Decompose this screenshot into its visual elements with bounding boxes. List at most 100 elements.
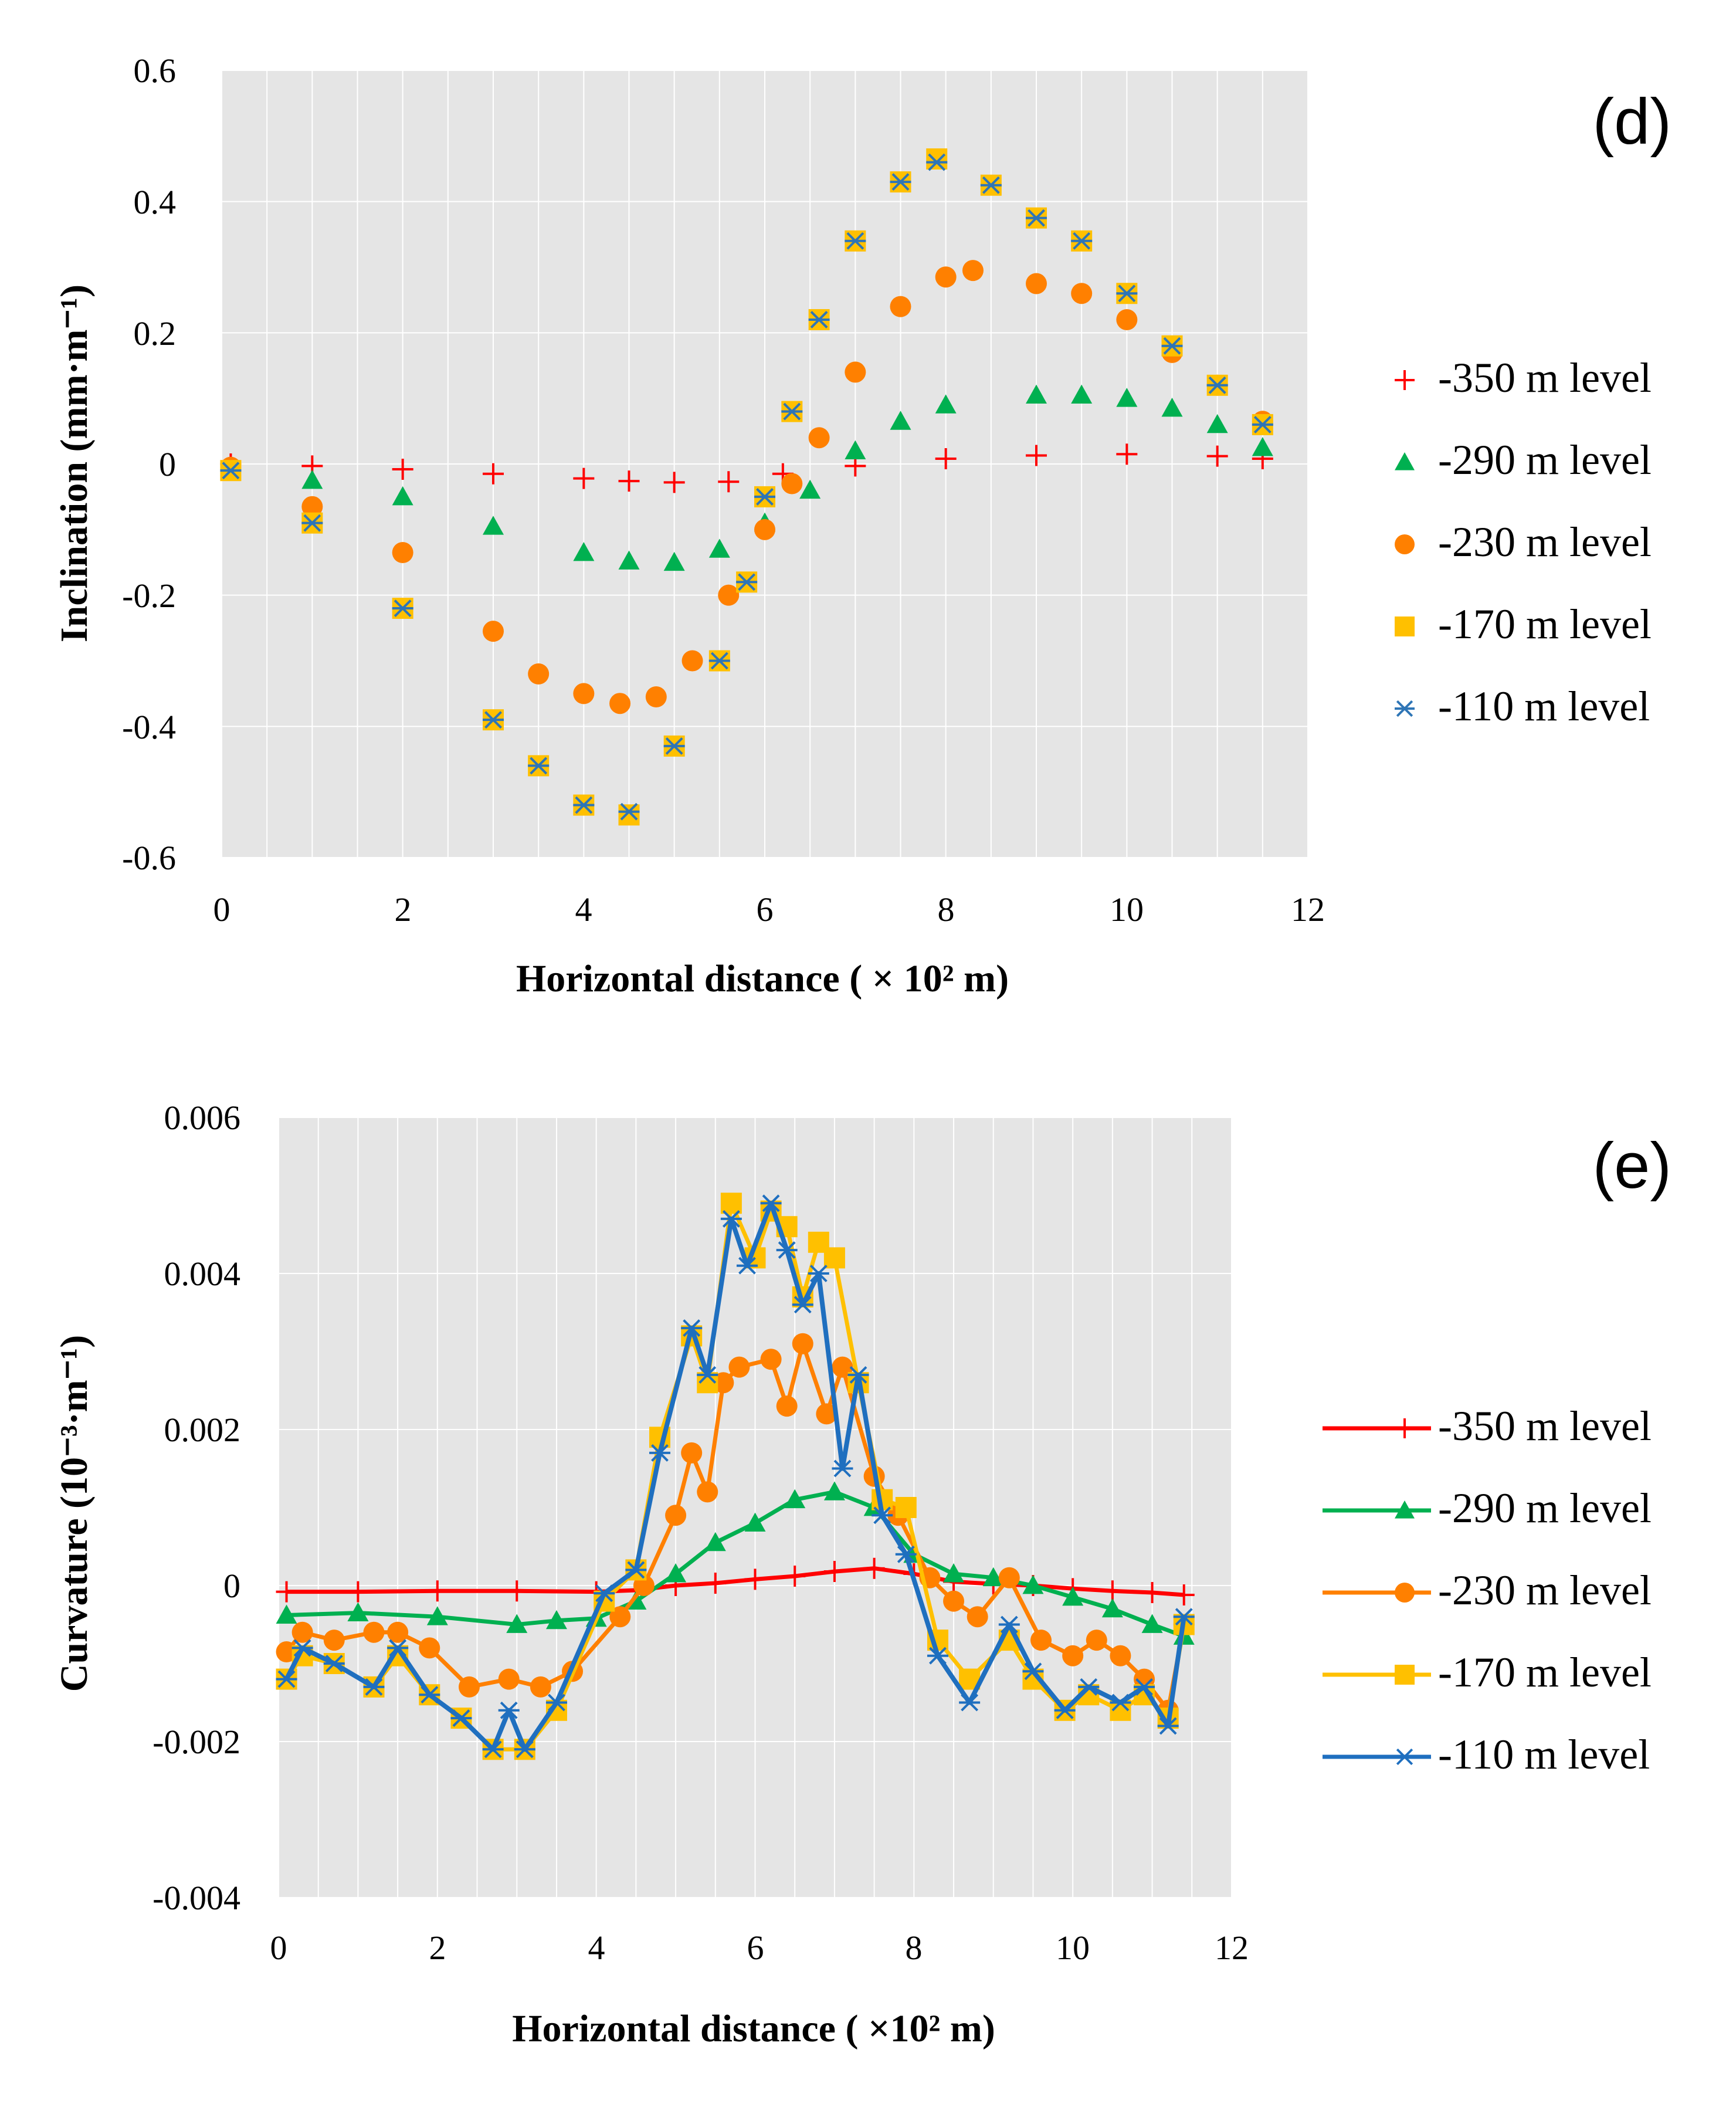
data-point — [784, 1566, 806, 1587]
legend-item: -350 m level — [1395, 354, 1652, 401]
data-point — [347, 1602, 369, 1621]
y-tick-label: 0.006 — [164, 1099, 241, 1137]
data-point — [744, 1512, 766, 1532]
y-axis-title: Inclination (mm·m⁻¹) — [53, 284, 96, 642]
x-tick-label: 12 — [1291, 890, 1325, 929]
data-point — [618, 802, 640, 821]
series-110-m-level — [220, 153, 1273, 821]
data-point — [823, 1481, 845, 1500]
data-point — [1161, 337, 1183, 355]
y-tick-label: 0 — [223, 1567, 240, 1605]
data-point — [1206, 376, 1228, 394]
x-tick-labels: 0 2 4 6 8 10 12 — [270, 1929, 1249, 1967]
legend-symbol — [1395, 700, 1415, 717]
data-point — [220, 462, 242, 480]
data-point — [713, 1372, 734, 1394]
legend-marker — [1323, 1583, 1431, 1603]
data-point — [718, 471, 740, 493]
legend-label: -350 m level — [1438, 354, 1652, 401]
data-point — [483, 463, 504, 485]
data-point — [845, 361, 866, 383]
legend-label: -290 m level — [1438, 1485, 1652, 1532]
y-tick-label: -0.002 — [152, 1723, 240, 1761]
data-point — [426, 1606, 448, 1625]
data-point — [1116, 443, 1138, 465]
data-point — [1173, 1584, 1195, 1605]
data-point — [781, 402, 803, 421]
inclination-chart: 0.6 0.4 0.2 0 -0.2 -0.4 -0.6 0 2 4 6 8 1… — [53, 52, 1671, 1000]
data-point — [808, 427, 830, 449]
legend-symbol — [1395, 452, 1415, 470]
data-point — [959, 1693, 981, 1712]
legend-label: -110 m level — [1438, 683, 1650, 730]
data-point — [1116, 284, 1138, 303]
data-point — [792, 1333, 813, 1354]
data-point — [681, 1319, 703, 1337]
data-point — [1026, 209, 1047, 227]
data-point — [498, 1668, 520, 1690]
data-point — [832, 1459, 853, 1478]
data-point — [895, 1497, 917, 1518]
data-point — [1252, 437, 1273, 456]
legend-marker — [1323, 1748, 1431, 1766]
data-series-group — [276, 1193, 1195, 1760]
legend-item: -230 m level — [1395, 519, 1652, 565]
data-point — [506, 1580, 528, 1602]
y-tick-label: 0.4 — [134, 183, 177, 221]
legend-label: -170 m level — [1438, 601, 1652, 648]
data-point — [799, 479, 821, 499]
y-tick-label: 0.6 — [134, 52, 177, 90]
legend-item: -170 m level — [1323, 1649, 1652, 1696]
data-point — [962, 260, 984, 282]
y-tick-labels: 0.6 0.4 0.2 0 -0.2 -0.4 -0.6 — [122, 52, 176, 877]
data-point — [1086, 1630, 1107, 1651]
data-point — [736, 573, 758, 591]
data-point — [573, 683, 595, 704]
legend-marker — [1395, 370, 1415, 390]
data-point — [890, 173, 911, 191]
x-tick-labels: 0 2 4 6 8 10 12 — [213, 890, 1325, 929]
data-point — [618, 804, 640, 826]
data-point — [1062, 1586, 1084, 1606]
legend-symbol — [1395, 616, 1415, 636]
data-point — [760, 1349, 782, 1370]
data-point — [681, 1442, 703, 1464]
data-point — [1101, 1580, 1123, 1602]
data-point — [276, 1604, 297, 1624]
data-point — [1022, 1662, 1044, 1681]
legend-item: -290 m level — [1395, 436, 1652, 483]
data-point — [776, 1241, 798, 1259]
data-point — [1157, 1717, 1179, 1735]
x-tick-label: 10 — [1110, 890, 1144, 929]
data-point — [697, 1366, 718, 1384]
data-point — [392, 486, 413, 506]
data-point — [754, 488, 775, 506]
data-point — [1101, 1598, 1123, 1618]
data-point — [573, 796, 595, 814]
data-point — [697, 1481, 718, 1503]
data-point — [276, 1581, 297, 1603]
data-point — [1134, 1678, 1155, 1696]
data-point — [681, 650, 703, 672]
legend-marker — [1395, 700, 1415, 717]
data-point — [482, 1740, 504, 1759]
data-point — [1026, 384, 1047, 404]
legend-symbol — [1395, 534, 1415, 554]
data-point — [845, 232, 866, 250]
data-point — [792, 1296, 813, 1314]
data-point — [1110, 1645, 1131, 1666]
data-point — [982, 1567, 1004, 1587]
data-point — [573, 468, 595, 489]
data-point — [704, 1573, 726, 1594]
data-point — [1026, 273, 1047, 294]
data-point — [781, 473, 803, 494]
data-series-group — [220, 148, 1273, 826]
data-point — [1022, 1575, 1044, 1594]
data-point — [1071, 283, 1093, 304]
data-point — [943, 1563, 965, 1583]
legend-marker — [1395, 534, 1415, 554]
data-point — [483, 621, 504, 642]
data-point — [926, 153, 948, 171]
legend-marker — [1395, 616, 1415, 636]
data-point — [545, 1610, 567, 1630]
